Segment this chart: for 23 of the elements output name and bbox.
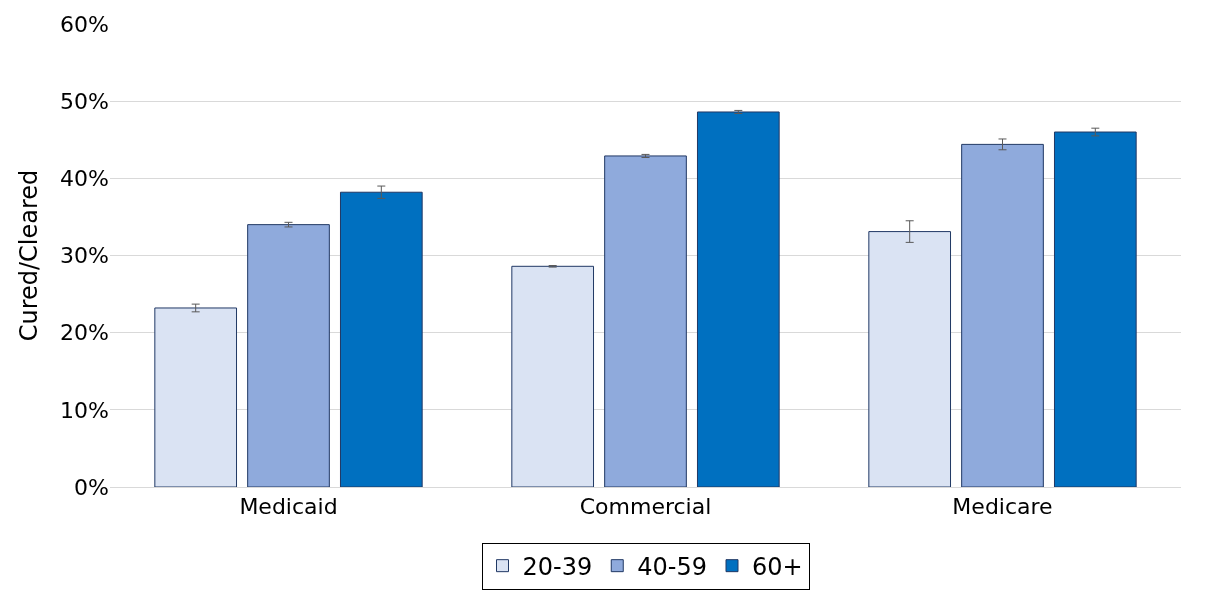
y-tick-label: 40%	[60, 166, 109, 192]
y-tick-label: 10%	[60, 397, 109, 423]
y-tick-label: 30%	[60, 243, 109, 269]
bar	[868, 231, 952, 487]
bar	[1053, 131, 1137, 487]
y-tick-label: 20%	[60, 320, 109, 346]
x-tick-label: Medicare	[952, 494, 1053, 520]
bar	[961, 143, 1044, 487]
x-tick-label: Medicaid	[239, 494, 338, 520]
bar	[511, 265, 595, 487]
bar	[696, 111, 780, 487]
bar	[247, 224, 330, 487]
bar	[604, 155, 687, 487]
y-axis-title: Cured/Cleared	[15, 169, 44, 342]
legend-label: 40-59	[637, 553, 707, 582]
bar	[339, 191, 423, 487]
legend-label: 60+	[752, 553, 803, 582]
legend-label: 20-39	[522, 553, 593, 582]
y-tick-label: 50%	[60, 88, 109, 114]
y-tick-label: 0%	[74, 474, 109, 500]
y-tick-label: 60%	[60, 11, 109, 37]
bar	[154, 307, 238, 487]
x-tick-label: Commercial	[579, 494, 712, 520]
